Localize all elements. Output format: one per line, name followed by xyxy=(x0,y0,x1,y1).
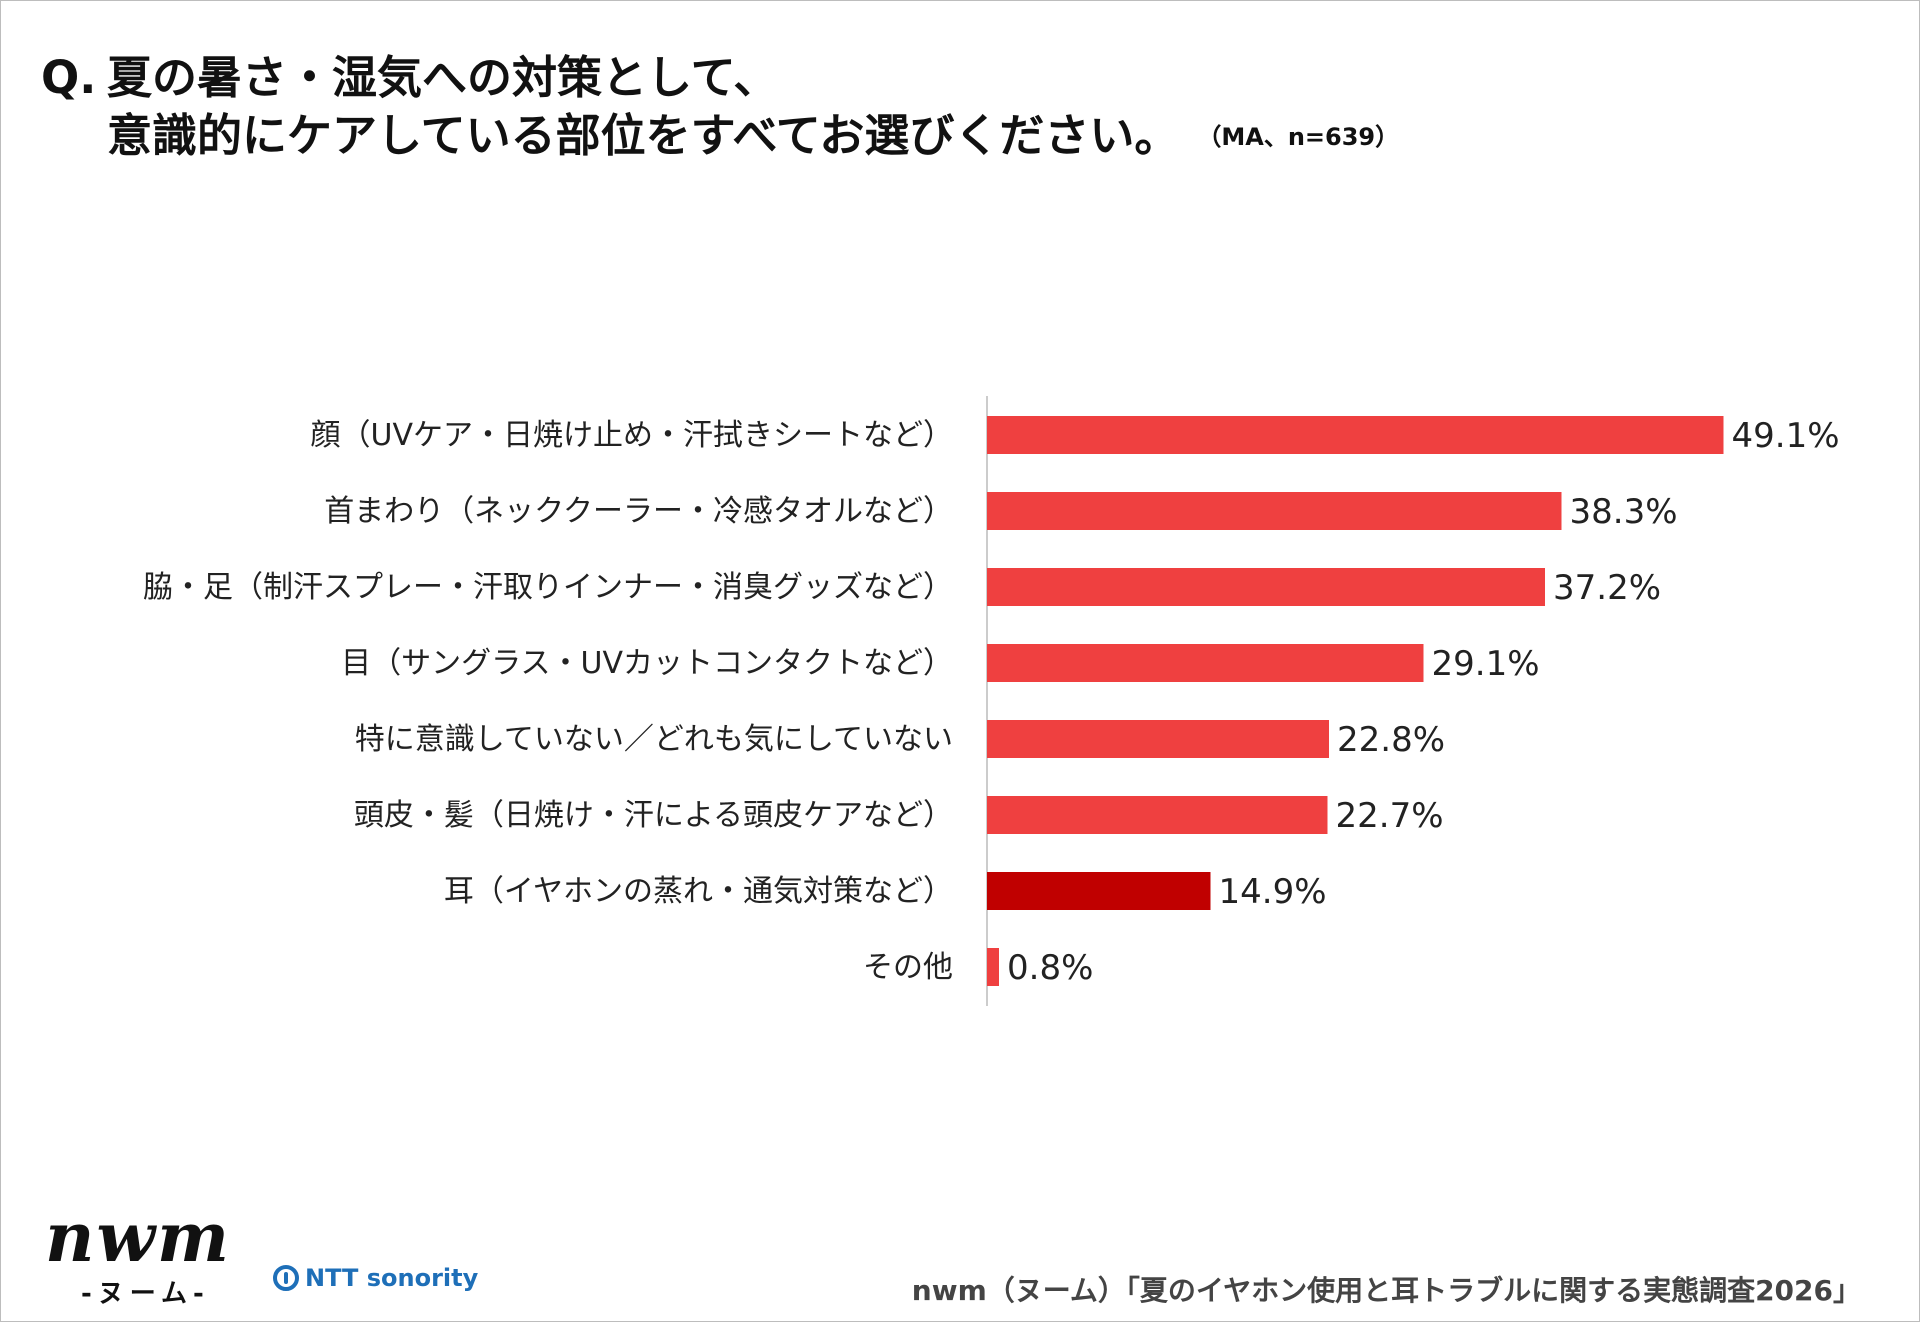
ntt-sonority-label: NTT sonority xyxy=(305,1264,479,1292)
data-label: 37.2% xyxy=(1553,568,1661,608)
bar xyxy=(987,568,1545,606)
question-line-2: 意識的にケアしている部位をすべてお選びください。 xyxy=(107,109,1180,162)
category-label: 目（サングラス・UVカットコンタクトなど） xyxy=(341,646,953,681)
data-label: 38.3% xyxy=(1570,492,1678,532)
data-label: 0.8% xyxy=(1007,948,1093,988)
category-label: 頭皮・髪（日焼け・汗による頭皮ケアなど） xyxy=(354,798,953,833)
ntt-sonority-logo: NTT sonority xyxy=(273,1264,478,1292)
bar xyxy=(987,948,999,986)
ntt-logo-icon xyxy=(273,1265,299,1291)
sample-note: （MA、n=639） xyxy=(1209,123,1400,151)
question-line-1: 夏の暑さ・湿気への対策として、 xyxy=(107,51,779,104)
data-label: 29.1% xyxy=(1432,644,1540,684)
question-title: Q. 夏の暑さ・湿気への対策として、 意識的にケアしている部位をすべてお選びくださ… xyxy=(41,49,1399,166)
data-label: 22.7% xyxy=(1336,796,1444,836)
category-label: 特に意識していない／どれも気にしていない xyxy=(355,722,953,757)
source-note: nwm（ヌーム）「夏のイヤホン使用と耳トラブルに関する実態調査2026」 xyxy=(911,1274,1861,1307)
category-label: 首まわり（ネッククーラー・冷感タオルなど） xyxy=(324,494,953,529)
category-label: その他 xyxy=(863,950,953,985)
data-label: 49.1% xyxy=(1732,416,1840,456)
category-label: 脇・足（制汗スプレー・汗取りインナー・消臭グッズなど） xyxy=(143,570,953,605)
bar xyxy=(987,416,1724,454)
nwm-logo-subtitle: -ヌーム- xyxy=(81,1279,210,1309)
bar xyxy=(987,492,1562,530)
data-label: 22.8% xyxy=(1337,720,1445,760)
data-label: 14.9% xyxy=(1219,872,1327,912)
nwm-logo: nwm xyxy=(45,1198,231,1278)
bar xyxy=(987,872,1211,910)
question-prefix: Q. xyxy=(41,51,97,104)
bar xyxy=(987,644,1424,682)
category-label: 顔（UVケア・日焼け止め・汗拭きシートなど） xyxy=(311,418,953,453)
bar xyxy=(987,720,1329,758)
category-label: 耳（イヤホンの蒸れ・通気対策など） xyxy=(444,874,953,909)
bar xyxy=(987,796,1328,834)
